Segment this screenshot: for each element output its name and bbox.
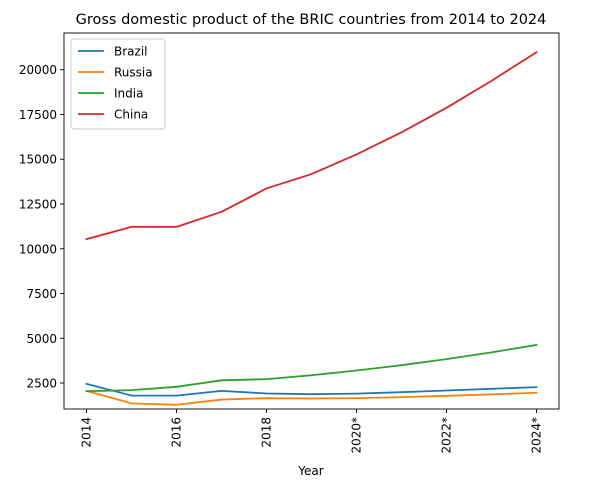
y-tick-label: 12500 bbox=[19, 197, 57, 211]
x-tick-label: 2022* bbox=[440, 417, 454, 454]
legend-label-russia: Russia bbox=[114, 66, 153, 80]
x-tick-label: 2020* bbox=[350, 417, 364, 454]
legend-box bbox=[70, 38, 166, 130]
legend-label-brazil: Brazil bbox=[114, 45, 148, 59]
chart-title: Gross domestic product of the BRIC count… bbox=[76, 12, 547, 28]
series-line-china bbox=[85, 50, 538, 241]
y-tick-label: 17500 bbox=[19, 108, 57, 122]
plot-area bbox=[85, 50, 538, 406]
series-line-india bbox=[85, 343, 538, 393]
legend-label-china: China bbox=[114, 108, 148, 122]
x-axis: 2014 2016 2018 2020* 2022* 2024* bbox=[80, 409, 544, 454]
y-tick-label: 10000 bbox=[19, 242, 57, 256]
y-tick-label: 20000 bbox=[19, 63, 57, 77]
y-tick-label: 15000 bbox=[19, 153, 57, 167]
axes-frame bbox=[63, 32, 560, 410]
y-tick-label: 2500 bbox=[26, 377, 57, 391]
legend-label-india: India bbox=[114, 87, 143, 101]
legend: Brazil Russia India China bbox=[70, 38, 166, 130]
x-tick-label: 2018 bbox=[260, 417, 274, 448]
x-axis-label: Year bbox=[297, 464, 323, 478]
series-line-russia bbox=[85, 389, 538, 406]
series-line-brazil bbox=[85, 382, 538, 397]
y-tick-label: 7500 bbox=[26, 287, 57, 301]
y-tick-label: 5000 bbox=[26, 332, 57, 346]
y-axis: 2500 5000 7500 10000 12500 15000 17500 20000 bbox=[19, 63, 64, 391]
x-tick-label: 2024* bbox=[530, 417, 544, 454]
x-tick-label: 2016 bbox=[170, 417, 184, 448]
x-tick-label: 2014 bbox=[80, 417, 94, 448]
